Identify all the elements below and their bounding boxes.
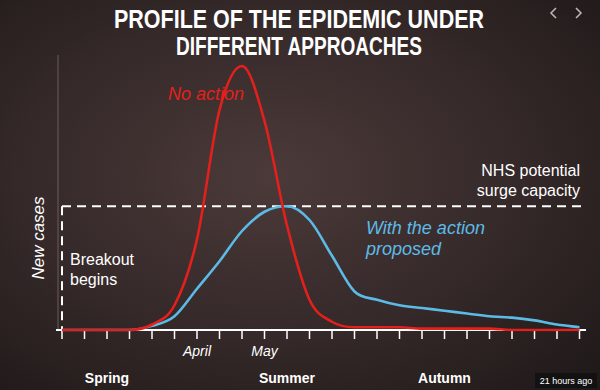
x-tick: [399, 330, 401, 339]
x-tick-label: April: [182, 343, 212, 359]
x-tick: [61, 330, 63, 339]
x-tick: [466, 330, 468, 339]
x-tick: [556, 330, 558, 339]
x-tick: [129, 330, 131, 339]
x-tick: [219, 330, 221, 339]
y-axis-line: [58, 55, 59, 330]
season-label: Autumn: [418, 370, 471, 386]
capacity-label: surge capacity: [477, 182, 580, 199]
series-label: With the action: [366, 218, 485, 238]
x-tick: [489, 330, 491, 339]
x-tick: [106, 330, 108, 339]
nav-arrows: [551, 8, 581, 18]
x-tick: [286, 330, 288, 339]
nav-next[interactable]: [576, 8, 581, 18]
x-tick: [534, 330, 536, 339]
x-tick: [84, 330, 86, 339]
x-tick-label: May: [251, 343, 278, 359]
series-label: No action: [168, 84, 244, 104]
x-tick: [331, 330, 333, 339]
capacity-line: [62, 205, 586, 207]
season-label: Spring: [85, 370, 129, 386]
x-tick: [579, 330, 581, 339]
x-tick: [421, 330, 423, 339]
plot-area: [62, 66, 580, 330]
x-tick: [174, 330, 176, 339]
title: DIFFERENT APPROACHES: [176, 32, 422, 60]
title: PROFILE OF THE EPIDEMIC UNDER: [114, 5, 484, 33]
nav-prev[interactable]: [551, 8, 556, 18]
breakout-label: Breakout: [70, 251, 135, 268]
breakout-line: [61, 206, 63, 330]
x-tick: [196, 330, 198, 339]
season-label: Summer: [259, 370, 316, 386]
capacity-label: NHS potential: [481, 162, 580, 179]
y-axis-label: New cases: [29, 196, 48, 280]
x-tick: [354, 330, 356, 339]
timestamp: 21 hours ago: [540, 376, 593, 386]
x-tick: [444, 330, 446, 339]
series-label: proposed: [365, 239, 442, 259]
x-tick: [376, 330, 378, 339]
timestamp-bg: [535, 373, 597, 388]
x-tick: [264, 330, 266, 339]
x-tick: [511, 330, 513, 339]
x-tick: [241, 330, 243, 339]
breakout-label: begins: [70, 271, 117, 288]
series-line: [62, 206, 580, 330]
chart: PROFILE OF THE EPIDEMIC UNDERDIFFERENT A…: [0, 0, 600, 390]
series-line: [62, 66, 580, 330]
x-tick: [151, 330, 153, 339]
chart-root: PROFILE OF THE EPIDEMIC UNDERDIFFERENT A…: [0, 0, 600, 390]
x-tick: [309, 330, 311, 339]
